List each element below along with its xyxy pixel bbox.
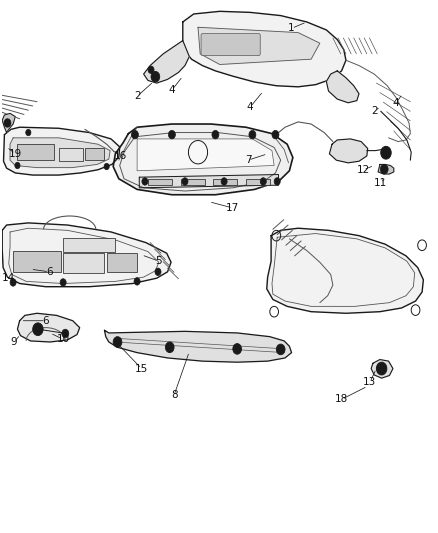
Circle shape	[35, 326, 40, 333]
Polygon shape	[10, 138, 110, 167]
Circle shape	[15, 163, 20, 168]
Text: 14: 14	[2, 273, 15, 283]
Circle shape	[131, 131, 138, 139]
Polygon shape	[113, 124, 293, 195]
Circle shape	[249, 131, 256, 139]
Polygon shape	[378, 165, 394, 174]
Text: 12: 12	[357, 165, 370, 175]
Polygon shape	[267, 228, 424, 313]
Circle shape	[381, 147, 391, 159]
Text: 19: 19	[9, 149, 22, 159]
Bar	[85, 149, 105, 160]
Polygon shape	[329, 139, 367, 163]
Circle shape	[33, 323, 43, 336]
Text: 4: 4	[392, 98, 399, 108]
Bar	[63, 253, 105, 273]
Bar	[13, 251, 61, 272]
Text: 6: 6	[42, 316, 49, 326]
Text: 4: 4	[169, 85, 175, 95]
Polygon shape	[2, 223, 171, 287]
Bar	[59, 148, 83, 161]
Circle shape	[169, 131, 175, 139]
Circle shape	[155, 268, 161, 276]
Bar	[180, 179, 205, 185]
Polygon shape	[137, 139, 274, 171]
Text: 18: 18	[335, 394, 348, 405]
Text: 8: 8	[171, 390, 177, 400]
Circle shape	[260, 177, 266, 185]
Polygon shape	[139, 174, 279, 188]
Text: 15: 15	[135, 364, 148, 374]
Circle shape	[10, 279, 16, 286]
Circle shape	[134, 278, 140, 285]
Bar	[148, 179, 172, 185]
Text: 5: 5	[155, 256, 162, 266]
Text: 2: 2	[371, 106, 378, 116]
Text: 17: 17	[226, 203, 240, 213]
Circle shape	[272, 131, 279, 139]
Text: 7: 7	[245, 155, 251, 165]
Polygon shape	[144, 41, 189, 83]
Text: 13: 13	[363, 377, 377, 387]
Text: 9: 9	[11, 337, 17, 347]
Polygon shape	[371, 360, 393, 378]
Polygon shape	[2, 114, 15, 133]
Circle shape	[62, 329, 69, 338]
Text: 1: 1	[288, 23, 295, 34]
Circle shape	[148, 66, 154, 74]
Circle shape	[60, 279, 66, 286]
Circle shape	[182, 177, 188, 185]
Text: 4: 4	[247, 102, 254, 112]
Bar	[106, 253, 137, 272]
Bar	[246, 179, 270, 185]
Text: 11: 11	[374, 178, 387, 188]
Polygon shape	[183, 11, 346, 87]
Text: 6: 6	[46, 267, 53, 277]
Polygon shape	[4, 127, 120, 175]
Circle shape	[233, 344, 241, 354]
Text: 16: 16	[114, 151, 127, 161]
Polygon shape	[326, 71, 359, 103]
Circle shape	[113, 337, 122, 348]
FancyBboxPatch shape	[201, 34, 260, 55]
Circle shape	[4, 119, 11, 127]
Circle shape	[380, 165, 388, 174]
Circle shape	[26, 130, 31, 136]
Circle shape	[212, 131, 219, 139]
Bar	[18, 144, 54, 160]
Circle shape	[221, 177, 227, 185]
Circle shape	[104, 164, 109, 169]
Polygon shape	[105, 330, 292, 362]
Circle shape	[142, 177, 148, 185]
Circle shape	[274, 177, 280, 185]
Bar	[63, 238, 115, 252]
Circle shape	[166, 342, 174, 353]
Polygon shape	[198, 27, 320, 64]
Text: 2: 2	[134, 91, 141, 101]
Circle shape	[151, 71, 160, 82]
Text: 10: 10	[57, 334, 70, 344]
Circle shape	[376, 362, 387, 375]
Bar	[213, 179, 237, 185]
Polygon shape	[18, 313, 80, 342]
Circle shape	[276, 344, 285, 355]
